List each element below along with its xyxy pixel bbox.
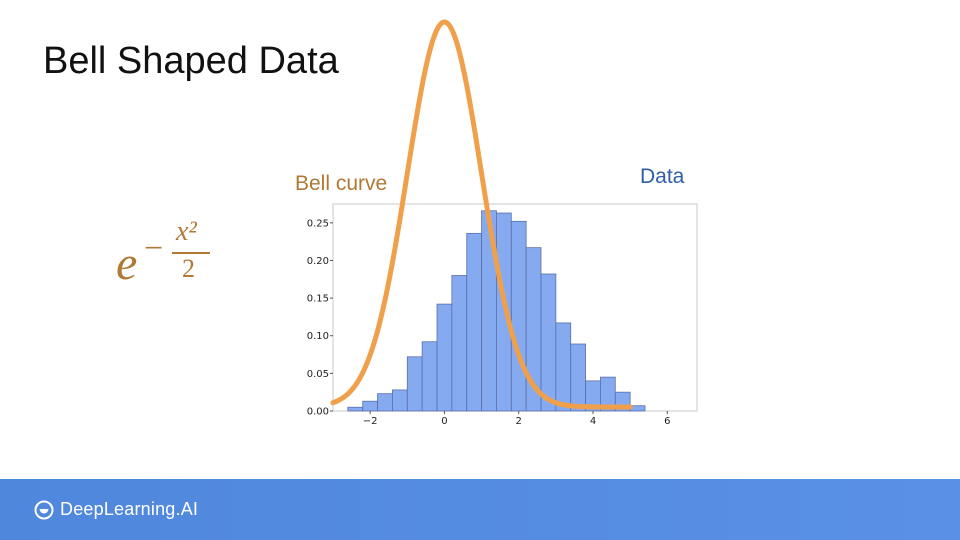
brand-name: DeepLearning.AI [60, 499, 199, 519]
x-tick-label: 6 [664, 416, 670, 427]
y-tick-label: 0.05 [307, 369, 329, 380]
formula-base: e [116, 237, 138, 290]
formula-minus: − [144, 230, 164, 267]
data-label: Data [640, 165, 685, 188]
x-tick-label: −2 [363, 416, 378, 427]
histogram-bar [392, 389, 408, 412]
gaussian-formula: e − x² 2 [112, 218, 222, 298]
histogram-bar [570, 343, 586, 412]
deeplearning-logo-icon [34, 500, 54, 519]
histogram-chart: 0.00 0.05 0.10 0.15 0.20 0.25 −2 0 2 4 6 [307, 19, 698, 427]
slide-title: Bell Shaped Data [43, 40, 339, 82]
x-tick-label: 0 [441, 416, 447, 427]
histogram-bar [362, 400, 378, 412]
y-tick-label: 0.25 [307, 218, 329, 229]
histogram-bar [406, 356, 423, 412]
formula-fraction-bar [172, 252, 210, 254]
histogram-bar [377, 393, 393, 412]
histogram-bar [436, 303, 453, 412]
histogram-bar [510, 220, 527, 412]
bell-curve-label: Bell curve [295, 172, 388, 195]
y-tick-label: 0.00 [307, 407, 329, 418]
histogram-bar [555, 322, 572, 412]
histogram-bar [421, 341, 438, 412]
y-tick-label: 0.10 [307, 331, 329, 342]
bell-curve-line [330, 19, 633, 410]
histogram-bar [347, 406, 364, 412]
brand-logo: DeepLearning.AI [34, 499, 198, 520]
footer-bar: DeepLearning.AI [0, 479, 960, 540]
y-tick-label: 0.15 [307, 294, 329, 305]
formula-denominator: 2 [182, 254, 195, 283]
formula-numerator: x² [176, 216, 197, 247]
x-tick-label: 4 [590, 416, 596, 427]
histogram-bar [540, 273, 557, 412]
x-tick-label: 2 [516, 416, 522, 427]
histogram-bar [451, 275, 468, 412]
histogram-bar [466, 232, 482, 412]
y-tick-label: 0.20 [307, 256, 329, 267]
